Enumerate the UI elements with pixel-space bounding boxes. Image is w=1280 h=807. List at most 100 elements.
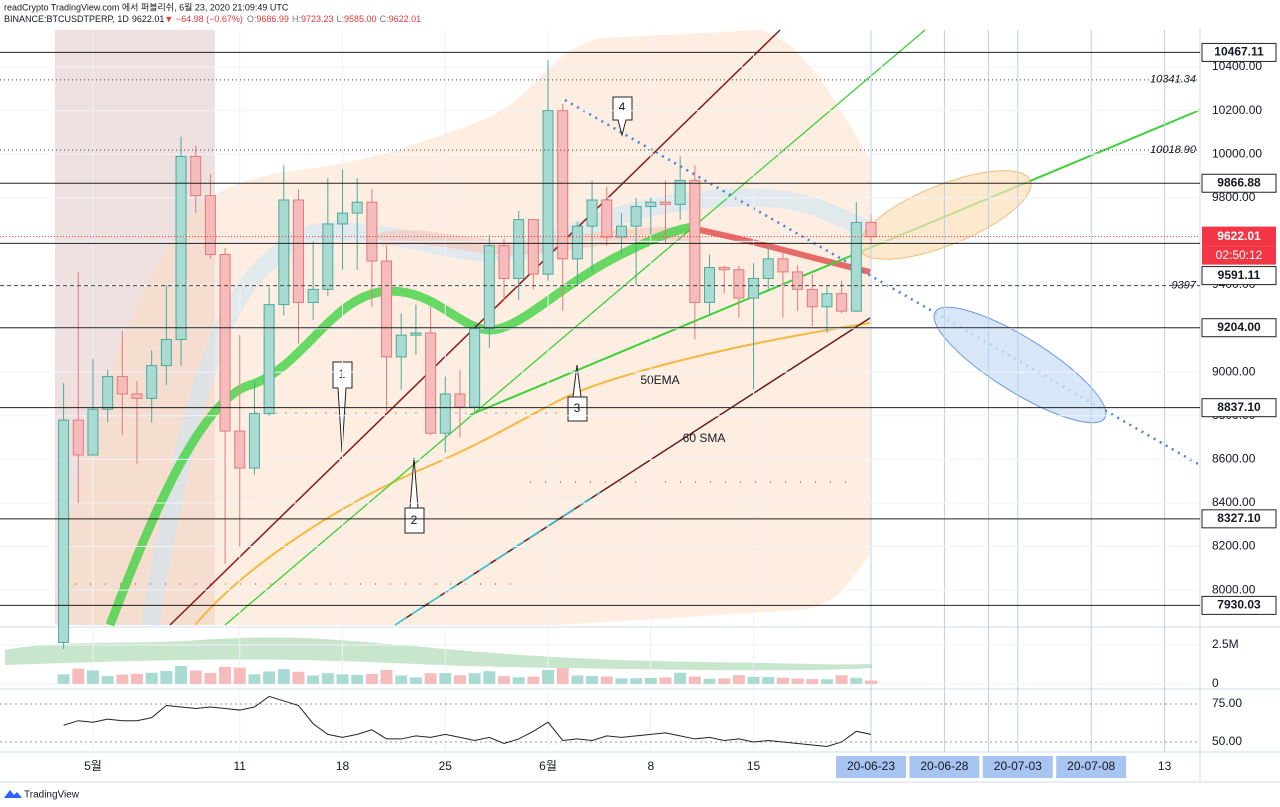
y-tick-label: 9800.00 <box>1212 190 1256 204</box>
level-label: 7930.03 <box>1217 598 1261 612</box>
ema-ribbon <box>105 221 701 627</box>
candle-body <box>542 110 554 275</box>
volume-bar <box>688 676 701 684</box>
candle-body <box>146 365 158 399</box>
note-level-label: 10018.90 <box>1150 144 1197 156</box>
ohlc-label: L: <box>337 14 345 24</box>
candle-body <box>762 258 774 279</box>
last: 9622.01 <box>132 14 165 24</box>
x-tick-label: 13 <box>1158 759 1172 773</box>
level-label-box <box>1201 42 1277 62</box>
level-label-box <box>1201 595 1277 615</box>
candle-body <box>190 155 202 197</box>
volume-bar <box>131 673 143 684</box>
volume-bar <box>806 679 819 684</box>
candle-body <box>116 376 128 395</box>
volume-bar <box>351 674 364 684</box>
ohlc-value: 9622.01 <box>389 14 422 24</box>
x-tick-label: 20-06-28 <box>920 759 968 773</box>
candle-body <box>131 393 143 399</box>
volume-bar <box>865 680 877 684</box>
date-box <box>1056 756 1127 778</box>
y-tick-label: 2.5M <box>1212 637 1239 651</box>
y-tick-label: 0 <box>1212 676 1219 690</box>
volume-bar <box>307 675 320 684</box>
y-tick-label: 10000.00 <box>1212 146 1262 160</box>
candle-body <box>381 260 393 358</box>
candle-body <box>806 288 818 308</box>
volume-bar <box>527 676 540 684</box>
level-label: 8837.10 <box>1217 400 1261 414</box>
volume-bar <box>674 672 687 684</box>
level-label: 9591.11 <box>1218 268 1261 282</box>
last-price-box <box>1202 226 1276 247</box>
volume-bar <box>263 671 276 684</box>
level-label: 9866.88 <box>1217 175 1261 189</box>
candle-body <box>175 155 187 340</box>
volume-bar <box>204 673 217 684</box>
candle-body <box>469 328 481 408</box>
candle-body <box>557 110 569 260</box>
x-tick-label: 6월 <box>539 759 557 773</box>
x-tick-label: 15 <box>747 759 761 773</box>
candle-body <box>659 201 671 205</box>
volume-bar <box>292 671 305 684</box>
volume-bar <box>145 672 158 684</box>
volume-bar <box>160 671 173 684</box>
logo <box>4 790 22 798</box>
candle-body <box>425 332 437 434</box>
sma-line <box>394 317 871 626</box>
candle-body <box>278 199 290 306</box>
ohlc-value: 9723.23 <box>301 14 334 24</box>
volume-bar <box>189 670 202 684</box>
candle-body <box>234 430 246 469</box>
volume-bar <box>659 677 672 684</box>
volume-bar <box>277 669 290 684</box>
ohlc-label: O: <box>247 14 257 24</box>
volume-bar <box>321 673 334 684</box>
ohlc-value: 9686.99 <box>256 14 289 24</box>
volume-bar <box>571 675 584 684</box>
volume-bar <box>615 678 628 684</box>
candle-body <box>792 271 804 290</box>
volume-bar <box>820 679 833 684</box>
candle-body <box>322 223 334 290</box>
candle-body <box>102 376 114 410</box>
volume-bar <box>57 674 70 684</box>
countdown: 02:50:12 <box>1216 248 1263 262</box>
volume-bar <box>219 666 232 684</box>
pane-separators <box>0 28 1280 783</box>
volume-bar <box>365 673 378 684</box>
candle-body <box>410 332 422 336</box>
change: ▼ −64.98 (−0.67%) <box>164 14 242 24</box>
volume-bar <box>380 669 393 684</box>
volume-bar <box>732 675 745 684</box>
callout-label: 4 <box>619 100 626 114</box>
date-box <box>982 756 1053 778</box>
volume-bar <box>791 678 804 684</box>
y-tick-label: 8400.00 <box>1212 495 1256 509</box>
ohlc-label: H: <box>292 14 301 24</box>
candle-body <box>704 267 716 303</box>
level-label: 10467.11 <box>1214 45 1264 59</box>
y-tick-label: 9000.00 <box>1212 364 1256 378</box>
y-tick-label: 8000.00 <box>1212 582 1256 596</box>
ohlc-value: 9585.00 <box>344 14 377 24</box>
x-tick-label: 5월 <box>84 759 102 773</box>
date-box <box>909 756 980 778</box>
candle-body <box>307 288 319 303</box>
trend-line <box>469 109 1201 416</box>
volume-bar <box>424 673 437 684</box>
volume-bar <box>248 674 261 684</box>
x-tick-label: 20-07-03 <box>994 759 1042 773</box>
level-label-box <box>1201 509 1277 529</box>
x-tick-label: 25 <box>439 759 453 773</box>
level-label-box <box>1201 318 1277 338</box>
candle-body <box>248 413 260 469</box>
candle-body <box>219 253 231 432</box>
volume-bar <box>718 678 731 684</box>
volume-bar <box>556 668 569 684</box>
ema-ribbon <box>689 225 871 275</box>
candle-body <box>439 393 451 434</box>
